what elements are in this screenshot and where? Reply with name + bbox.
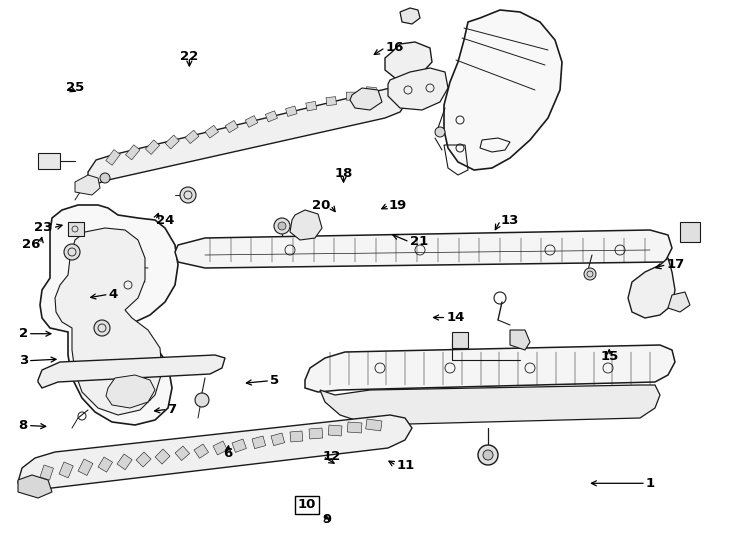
Polygon shape bbox=[98, 457, 112, 472]
Polygon shape bbox=[155, 449, 170, 464]
Polygon shape bbox=[126, 145, 140, 160]
Polygon shape bbox=[388, 68, 448, 110]
Text: 24: 24 bbox=[156, 214, 174, 227]
Polygon shape bbox=[145, 140, 159, 154]
Polygon shape bbox=[252, 436, 266, 449]
Text: 2: 2 bbox=[19, 327, 28, 340]
Polygon shape bbox=[194, 444, 208, 458]
Bar bbox=[680, 222, 700, 242]
Bar bbox=[38, 153, 60, 169]
Text: 22: 22 bbox=[181, 50, 198, 63]
Text: 9: 9 bbox=[322, 513, 331, 526]
Polygon shape bbox=[271, 433, 285, 446]
Polygon shape bbox=[40, 205, 178, 425]
Polygon shape bbox=[510, 330, 530, 350]
Polygon shape bbox=[245, 116, 258, 127]
Text: 12: 12 bbox=[323, 450, 341, 463]
Polygon shape bbox=[88, 88, 408, 184]
Polygon shape bbox=[347, 422, 362, 433]
Polygon shape bbox=[400, 8, 420, 24]
Polygon shape bbox=[175, 446, 189, 461]
Text: 3: 3 bbox=[18, 354, 28, 367]
Polygon shape bbox=[18, 415, 412, 492]
Circle shape bbox=[478, 445, 498, 465]
Polygon shape bbox=[106, 375, 155, 408]
Polygon shape bbox=[668, 292, 690, 312]
Polygon shape bbox=[328, 425, 342, 436]
Text: 14: 14 bbox=[446, 311, 465, 324]
Circle shape bbox=[64, 244, 80, 260]
Text: 26: 26 bbox=[22, 238, 40, 251]
Polygon shape bbox=[265, 111, 277, 122]
Text: 13: 13 bbox=[501, 214, 519, 227]
Text: 16: 16 bbox=[385, 41, 404, 54]
Text: 10: 10 bbox=[297, 498, 316, 511]
Polygon shape bbox=[366, 419, 382, 431]
Polygon shape bbox=[225, 120, 238, 133]
Polygon shape bbox=[38, 355, 225, 388]
Circle shape bbox=[100, 173, 110, 183]
Text: 18: 18 bbox=[334, 167, 353, 180]
Polygon shape bbox=[136, 452, 151, 467]
Text: 17: 17 bbox=[666, 258, 685, 271]
Text: 23: 23 bbox=[34, 221, 53, 234]
Text: 5: 5 bbox=[270, 374, 279, 387]
Text: 25: 25 bbox=[66, 81, 84, 94]
Polygon shape bbox=[165, 135, 179, 149]
Polygon shape bbox=[205, 125, 219, 138]
Polygon shape bbox=[117, 454, 132, 470]
Polygon shape bbox=[628, 258, 675, 318]
Polygon shape bbox=[290, 431, 303, 442]
Polygon shape bbox=[106, 150, 120, 165]
Polygon shape bbox=[185, 130, 199, 144]
Text: 7: 7 bbox=[167, 403, 176, 416]
Circle shape bbox=[274, 218, 290, 234]
Text: 8: 8 bbox=[18, 419, 28, 432]
Polygon shape bbox=[305, 345, 675, 392]
Text: 1: 1 bbox=[646, 477, 655, 490]
Text: 6: 6 bbox=[223, 447, 232, 460]
Circle shape bbox=[584, 268, 596, 280]
Text: 21: 21 bbox=[410, 235, 428, 248]
Circle shape bbox=[94, 320, 110, 336]
Circle shape bbox=[483, 450, 493, 460]
Circle shape bbox=[195, 393, 209, 407]
Polygon shape bbox=[232, 439, 247, 453]
Bar bbox=[68, 222, 84, 236]
Polygon shape bbox=[18, 475, 52, 498]
Polygon shape bbox=[320, 385, 660, 425]
Polygon shape bbox=[40, 465, 54, 480]
Polygon shape bbox=[59, 462, 73, 478]
Text: 15: 15 bbox=[600, 350, 618, 363]
Text: 19: 19 bbox=[389, 199, 407, 212]
Text: 4: 4 bbox=[109, 288, 118, 301]
Polygon shape bbox=[213, 441, 228, 455]
Polygon shape bbox=[309, 428, 323, 439]
Text: 20: 20 bbox=[312, 199, 330, 212]
Polygon shape bbox=[290, 210, 322, 240]
Circle shape bbox=[435, 127, 445, 137]
Polygon shape bbox=[326, 97, 336, 106]
Polygon shape bbox=[366, 87, 377, 96]
Polygon shape bbox=[306, 102, 317, 111]
Polygon shape bbox=[346, 92, 356, 100]
Polygon shape bbox=[55, 228, 162, 415]
Polygon shape bbox=[75, 175, 100, 195]
Text: 11: 11 bbox=[396, 459, 415, 472]
Polygon shape bbox=[175, 230, 672, 268]
Polygon shape bbox=[78, 459, 93, 476]
Circle shape bbox=[180, 187, 196, 203]
Polygon shape bbox=[286, 106, 297, 117]
Bar bbox=[452, 332, 468, 348]
Circle shape bbox=[278, 222, 286, 230]
Polygon shape bbox=[444, 10, 562, 170]
Polygon shape bbox=[385, 42, 432, 78]
Polygon shape bbox=[350, 88, 382, 110]
